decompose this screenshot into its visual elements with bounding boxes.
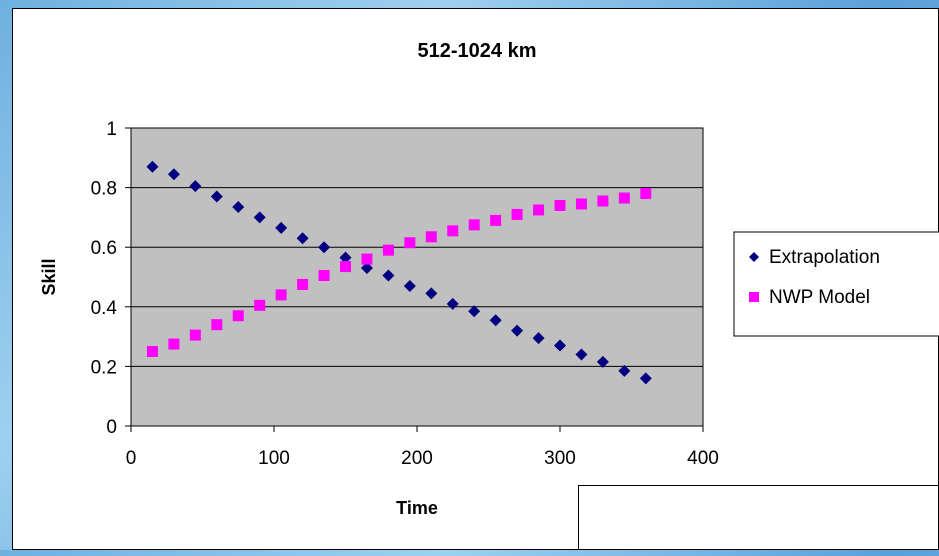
y-tick-label: 1	[106, 119, 117, 140]
point-nwp-model	[232, 310, 244, 322]
point-nwp-model	[297, 278, 309, 290]
legend-box	[733, 231, 939, 337]
point-nwp-model	[211, 319, 223, 331]
point-extrapolation	[318, 241, 331, 254]
point-nwp-model	[533, 204, 545, 216]
x-tick-label: 200	[401, 448, 433, 469]
point-nwp-model	[318, 270, 330, 282]
plot-area	[130, 127, 704, 427]
data-points	[146, 160, 652, 385]
gridlines	[131, 187, 703, 367]
x-axis-label: Time	[396, 498, 438, 518]
point-nwp-model	[640, 188, 652, 200]
x-tick-labels: 0 100 200 300 400	[126, 448, 719, 469]
y-axis-label: Skill	[39, 258, 59, 295]
chart-frame: 512-1024 km 0 0.2 0.4 0.6 0.8 1 0 100 200 300 400…	[12, 8, 939, 550]
legend-label-nwp-model: NWP Model	[769, 287, 870, 308]
point-nwp-model	[554, 199, 566, 211]
point-nwp-model	[447, 225, 459, 237]
point-extrapolation	[382, 269, 395, 282]
point-extrapolation	[489, 314, 502, 327]
legend-label-extrapolation: Extrapolation	[769, 247, 880, 268]
legend-marker-extrapolation	[749, 252, 759, 262]
point-extrapolation	[575, 348, 588, 361]
point-nwp-model	[511, 208, 523, 220]
point-nwp-model	[382, 244, 394, 256]
point-nwp-model	[168, 338, 180, 350]
point-extrapolation	[210, 190, 223, 203]
x-tick-label: 0	[126, 448, 137, 469]
y-tick-label: 0	[106, 417, 117, 438]
point-nwp-model	[597, 195, 609, 207]
point-extrapolation	[554, 339, 566, 352]
point-extrapolation	[639, 372, 652, 385]
point-extrapolation	[275, 221, 288, 234]
x-tick-label: 400	[687, 448, 719, 469]
point-nwp-model	[490, 214, 502, 226]
point-nwp-model	[425, 231, 437, 243]
point-extrapolation	[446, 297, 459, 310]
scatter-chart: 512-1024 km 0 0.2 0.4 0.6 0.8 1 0 100 200 300 400…	[39, 40, 939, 518]
y-tick-label: 0.8	[91, 179, 117, 200]
legend-marker-nwp-model	[749, 292, 759, 302]
point-extrapolation	[618, 364, 631, 377]
point-extrapolation	[425, 287, 438, 300]
point-extrapolation	[146, 160, 159, 173]
point-nwp-model	[361, 253, 373, 265]
axes	[125, 127, 704, 432]
point-nwp-model	[189, 329, 201, 341]
point-extrapolation	[167, 168, 180, 181]
point-extrapolation	[596, 355, 609, 368]
point-extrapolation	[339, 251, 352, 264]
y-tick-label: 0.2	[91, 357, 117, 378]
point-nwp-model	[618, 192, 630, 204]
point-extrapolation	[532, 332, 545, 345]
point-nwp-model	[468, 219, 480, 231]
point-extrapolation	[403, 279, 416, 292]
point-extrapolation	[360, 262, 373, 275]
point-extrapolation	[296, 232, 309, 245]
legend: Extrapolation NWP Model	[733, 231, 939, 337]
point-extrapolation	[189, 180, 202, 193]
y-tick-labels: 0 0.2 0.4 0.6 0.8 1	[91, 119, 118, 438]
point-extrapolation	[253, 211, 266, 224]
point-nwp-model	[340, 261, 351, 273]
point-nwp-model	[575, 198, 587, 210]
point-extrapolation	[468, 305, 481, 318]
point-nwp-model	[254, 299, 266, 311]
chart-title: 512-1024 km	[418, 40, 537, 62]
x-tick-label: 100	[258, 448, 290, 469]
overlay-box	[578, 485, 939, 550]
point-extrapolation	[232, 200, 245, 213]
y-tick-label: 0.4	[91, 298, 118, 319]
point-nwp-model	[404, 237, 416, 249]
y-tick-label: 0.6	[91, 238, 117, 259]
point-nwp-model	[275, 289, 287, 301]
point-nwp-model	[146, 346, 158, 357]
x-tick-label: 300	[544, 448, 576, 469]
